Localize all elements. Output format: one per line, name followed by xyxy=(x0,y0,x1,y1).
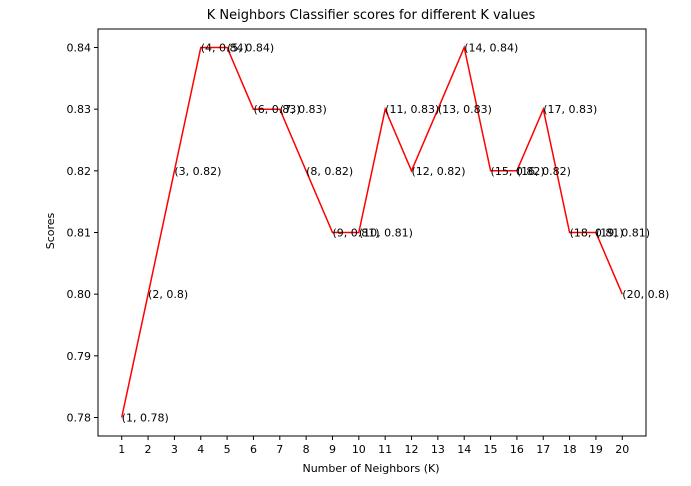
x-tick-label: 7 xyxy=(276,443,283,456)
x-tick-label: 13 xyxy=(431,443,445,456)
x-tick-label: 8 xyxy=(303,443,310,456)
x-tick-label: 12 xyxy=(405,443,419,456)
x-tick-label: 20 xyxy=(615,443,629,456)
data-label: (9, 0.81) xyxy=(332,227,379,240)
y-axis-label: Scores xyxy=(44,212,57,249)
x-tick-label: 16 xyxy=(510,443,524,456)
x-tick-label: 18 xyxy=(563,443,577,456)
data-labels: (1, 0.78) (2, 0.8) (3, 0.82) (4, 0.84)(5, 0… xyxy=(122,42,670,425)
data-label: (19, 0.81) xyxy=(596,227,650,240)
y-tick-label: 0.79 xyxy=(67,350,92,363)
data-label: (15, 0.82) xyxy=(491,165,545,178)
x-tick-label: 2 xyxy=(145,443,152,456)
chart-title: K Neighbors Classifier scores for differ… xyxy=(207,8,536,23)
x-tick-label: 15 xyxy=(484,443,498,456)
x-tick-label: 14 xyxy=(457,443,471,456)
y-ticks: 0.78 0.79 0.80 0.81 0.82 0.83 0.84 xyxy=(67,42,98,425)
series-line-group xyxy=(120,45,623,418)
x-tick-label: 10 xyxy=(352,443,366,456)
data-label: (8, 0.82) xyxy=(306,165,353,178)
x-tick-label: 17 xyxy=(536,443,550,456)
x-tick-label: 5 xyxy=(224,443,231,456)
data-label: (7, 0.83) xyxy=(280,103,327,116)
data-label: (6, 0.83) xyxy=(253,103,300,116)
x-tick-label: 19 xyxy=(589,443,603,456)
x-tick-label: 4 xyxy=(197,443,204,456)
x-tick-label: 3 xyxy=(171,443,178,456)
data-label: (4, 0.84) xyxy=(201,42,248,55)
data-label: (12, 0.82) xyxy=(412,165,466,178)
y-tick-label: 0.81 xyxy=(67,227,92,240)
data-label: (3, 0.82) xyxy=(174,165,221,178)
x-tick-label: 9 xyxy=(329,443,336,456)
x-tick-label: 11 xyxy=(378,443,392,456)
data-label: (16, 0.82) xyxy=(517,165,571,178)
data-label: (13, 0.83) xyxy=(438,103,492,116)
data-label: (11, 0.83) xyxy=(385,103,439,116)
x-tick-label: 6 xyxy=(250,443,257,456)
y-tick-label: 0.83 xyxy=(67,103,92,116)
data-label: (17, 0.83) xyxy=(543,103,597,116)
plot-frame xyxy=(97,28,647,437)
y-tick-label: 0.84 xyxy=(67,42,92,55)
y-tick-label: 0.78 xyxy=(67,412,92,425)
score-line xyxy=(120,45,623,418)
data-label: (2, 0.8) xyxy=(148,288,188,301)
x-axis-label: Number of Neighbors (K) xyxy=(302,462,439,475)
x-tick-label: 1 xyxy=(118,443,125,456)
data-label: (18, 0.81) xyxy=(570,227,624,240)
y-tick-label: 0.80 xyxy=(67,288,92,301)
y-tick-label: 0.82 xyxy=(67,165,92,178)
x-ticks: 1 2 3 4 5 6 7 8 9 10 11 12 13 14 15 16 17 18 19 20 xyxy=(118,436,629,456)
data-label: (1, 0.78) xyxy=(122,412,169,425)
data-label: (10, 0.81) xyxy=(359,227,413,240)
data-label: (5, 0.84) xyxy=(227,42,274,55)
data-label: (14, 0.84) xyxy=(464,42,518,55)
